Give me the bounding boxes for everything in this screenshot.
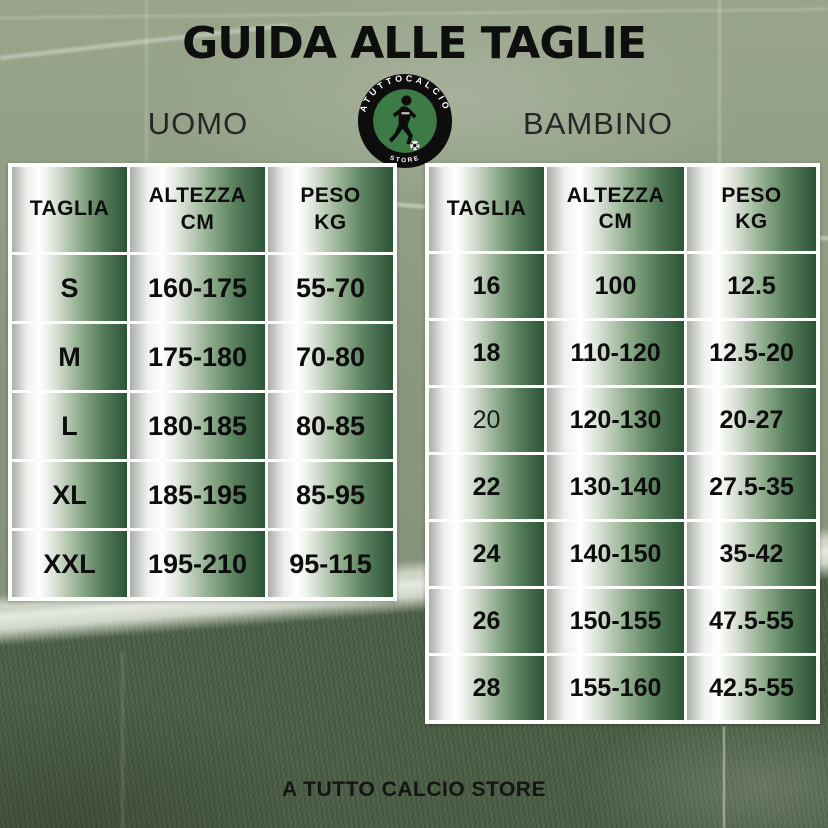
weight-value-cell: 47.5-55 [687, 589, 816, 653]
bambino-section-label: BAMBINO [523, 106, 673, 141]
footer-text: A TUTTO CALCIO STORE [282, 778, 546, 801]
weight-value-cell: 12.5 [687, 254, 816, 318]
weight-value-cell: 85-95 [268, 462, 393, 528]
field-line-bottom-left [121, 652, 124, 828]
height-value-cell: 185-195 [130, 462, 265, 528]
page-title: GUIDA ALLE TAGLIE [182, 18, 647, 69]
weight-value-cell: 70-80 [268, 324, 393, 390]
height-value-cell: 140-150 [547, 522, 684, 586]
bambino-size-table: TAGLIA ALTEZZA CM PESO KG 16 100 12.5 18 110-120 1… [425, 163, 820, 724]
soccer-player-icon [388, 95, 417, 145]
weight-value-cell: 55-70 [268, 255, 393, 321]
column-header: ALTEZZA CM [130, 167, 265, 252]
weight-value-cell: 95-115 [268, 531, 393, 597]
size-value-cell: 26 [429, 589, 544, 653]
store-logo: ATUTTOCALCIO STORE [358, 73, 453, 169]
svg-text:STORE: STORE [389, 154, 421, 164]
field-line-bottom-right [723, 726, 725, 828]
soccer-ball-icon [410, 140, 420, 151]
column-header: PESO KG [268, 167, 393, 252]
uomo-size-table: TAGLIA ALTEZZA CM PESO KG S 160-175 55-70 M 175-1… [8, 163, 397, 601]
size-value-cell: 24 [429, 522, 544, 586]
size-value-cell: S [12, 255, 127, 321]
weight-value-cell: 20-27 [687, 388, 816, 452]
size-value-cell: 16 [429, 254, 544, 318]
height-value-cell: 110-120 [547, 321, 684, 385]
size-value-cell: L [12, 393, 127, 459]
size-value-cell: 18 [429, 321, 544, 385]
field-line-vertical-right [718, 0, 721, 166]
weight-value-cell: 42.5-55 [687, 656, 816, 720]
height-value-cell: 100 [547, 254, 684, 318]
column-header: TAGLIA [12, 167, 127, 252]
height-value-cell: 180-185 [130, 393, 265, 459]
size-value-cell: 28 [429, 656, 544, 720]
size-value-cell: XL [12, 462, 127, 528]
column-header: TAGLIA [429, 167, 544, 251]
height-value-cell: 130-140 [547, 455, 684, 519]
logo-store-text: STORE [389, 154, 419, 164]
uomo-section-label: UOMO [147, 106, 249, 141]
height-value-cell: 155-160 [547, 656, 684, 720]
height-value-cell: 150-155 [547, 589, 684, 653]
size-value-cell: 20 [429, 388, 544, 452]
column-header: ALTEZZA CM [547, 167, 684, 251]
height-value-cell: 175-180 [130, 324, 265, 390]
field-line-vertical-left [145, 0, 148, 165]
weight-value-cell: 80-85 [268, 393, 393, 459]
size-value-cell: XXL [12, 531, 127, 597]
height-value-cell: 160-175 [130, 255, 265, 321]
column-header: PESO KG [687, 167, 816, 251]
size-value-cell: 22 [429, 455, 544, 519]
weight-value-cell: 12.5-20 [687, 321, 816, 385]
size-value-cell: M [12, 324, 127, 390]
weight-value-cell: 27.5-35 [687, 455, 816, 519]
height-value-cell: 120-130 [547, 388, 684, 452]
height-value-cell: 195-210 [130, 531, 265, 597]
weight-value-cell: 35-42 [687, 522, 816, 586]
